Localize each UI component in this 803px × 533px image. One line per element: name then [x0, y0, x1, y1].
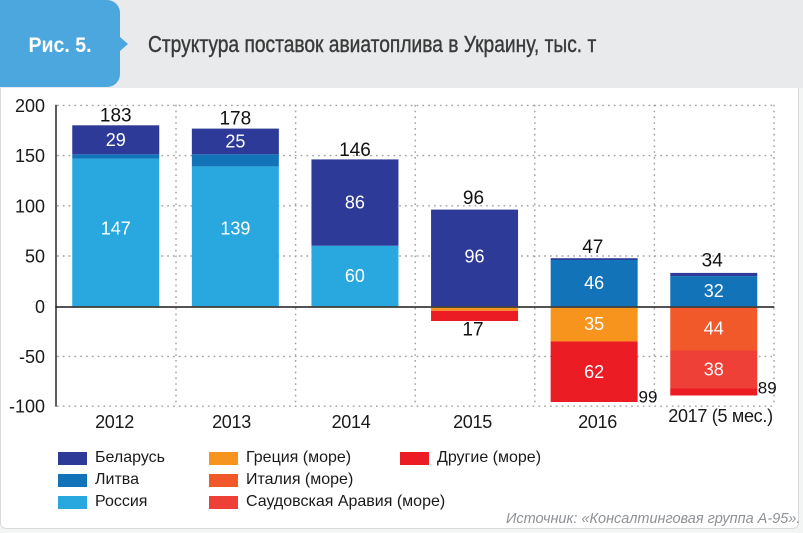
svg-text:139: 139 [220, 218, 250, 238]
svg-text:35: 35 [584, 314, 604, 334]
svg-text:2017 (5 мес.): 2017 (5 мес.) [668, 406, 773, 426]
svg-text:146: 146 [339, 140, 371, 161]
svg-text:-100: -100 [9, 396, 45, 416]
svg-text:96: 96 [463, 188, 484, 209]
svg-text:2016: 2016 [578, 412, 617, 432]
svg-text:-50: -50 [19, 347, 45, 367]
svg-text:46: 46 [584, 273, 604, 293]
svg-text:100: 100 [15, 196, 45, 216]
svg-text:29: 29 [106, 130, 126, 150]
svg-text:50: 50 [25, 247, 45, 267]
svg-text:147: 147 [101, 218, 131, 238]
svg-text:89: 89 [758, 378, 777, 397]
svg-text:2012: 2012 [95, 412, 134, 432]
svg-text:2014: 2014 [332, 412, 371, 432]
svg-text:183: 183 [100, 106, 132, 127]
svg-text:150: 150 [15, 146, 45, 166]
svg-text:62: 62 [584, 362, 604, 382]
svg-text:60: 60 [345, 266, 365, 286]
svg-text:96: 96 [465, 246, 485, 266]
svg-text:0: 0 [35, 297, 45, 317]
svg-text:44: 44 [704, 318, 724, 338]
svg-text:25: 25 [225, 132, 245, 152]
svg-text:200: 200 [15, 96, 45, 116]
svg-text:17: 17 [462, 320, 483, 341]
svg-text:2015: 2015 [453, 412, 492, 432]
svg-text:47: 47 [582, 237, 603, 258]
svg-text:32: 32 [704, 281, 724, 301]
svg-text:2013: 2013 [212, 412, 251, 432]
svg-text:99: 99 [639, 387, 658, 406]
svg-text:34: 34 [702, 250, 724, 271]
svg-text:178: 178 [219, 109, 251, 130]
svg-text:38: 38 [704, 360, 724, 380]
svg-text:86: 86 [345, 193, 365, 213]
